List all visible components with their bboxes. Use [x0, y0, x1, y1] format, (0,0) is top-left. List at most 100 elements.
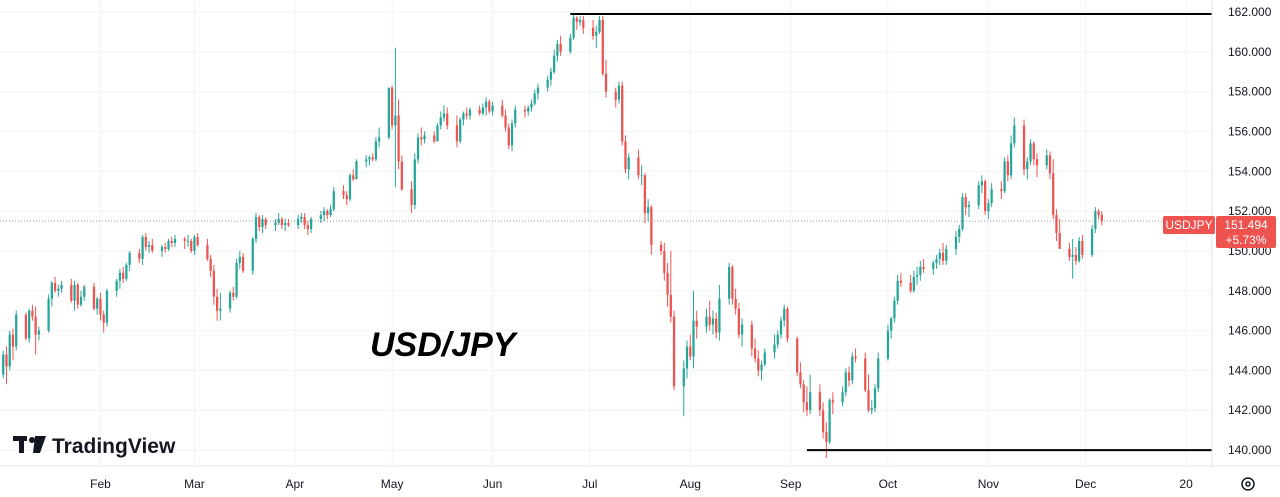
candle [105, 288, 109, 327]
candle [796, 336, 799, 377]
candle-body [1058, 233, 1061, 249]
candle [319, 211, 322, 224]
candle-body [122, 272, 125, 279]
candle [1026, 157, 1029, 180]
candle [118, 268, 122, 289]
candle [125, 262, 128, 281]
settings-gear-icon[interactable] [1241, 477, 1255, 491]
candle-body [355, 161, 358, 180]
candle [728, 262, 731, 305]
candle-body [352, 175, 355, 180]
candle-body [488, 101, 491, 112]
candle-body [83, 286, 86, 297]
candle-body [854, 356, 857, 359]
candle [533, 89, 536, 106]
candle-body [977, 185, 980, 206]
candle-body [818, 392, 822, 411]
candle-body [170, 240, 173, 243]
candle-body [899, 280, 903, 283]
candle-body [750, 324, 753, 349]
candle-body [50, 282, 53, 299]
symbol-tag[interactable]: USDJPY [1163, 216, 1215, 234]
candle [984, 179, 987, 216]
x-tick-label: Mar [184, 477, 205, 491]
candle-body [1052, 173, 1055, 216]
candle-body [484, 101, 488, 108]
candle [102, 310, 105, 333]
candle [345, 191, 348, 206]
candle [387, 87, 391, 140]
candle-body [410, 189, 413, 206]
candle-body [1003, 161, 1006, 192]
tradingview-logo-icon [13, 436, 46, 453]
candle [212, 264, 216, 305]
candle-body [1000, 189, 1003, 192]
candle-body [1013, 125, 1016, 144]
candle-body [572, 17, 575, 38]
candle [462, 111, 465, 126]
candle [530, 99, 533, 112]
candle [1081, 234, 1084, 259]
candle-body [397, 115, 400, 162]
candle-body [212, 270, 216, 297]
candle-body [809, 392, 812, 411]
candle-body [11, 334, 15, 347]
candle-body [877, 358, 880, 389]
candle [365, 155, 368, 168]
candle-body [763, 352, 766, 365]
candle [773, 334, 776, 359]
candle [802, 380, 805, 413]
candle [685, 340, 689, 379]
candle-body [776, 334, 779, 345]
candle [1032, 141, 1035, 166]
candle-body [105, 290, 109, 323]
tradingview-logo[interactable]: TradingView [13, 435, 176, 458]
candle [254, 213, 258, 243]
candle [196, 233, 199, 247]
y-tick-label: 152.000 [1228, 204, 1272, 218]
candle-body [209, 258, 212, 271]
candle [575, 15, 578, 30]
candle [57, 284, 60, 297]
candle-body [1048, 155, 1052, 174]
candle-body [938, 252, 941, 259]
candle-body [491, 105, 494, 112]
candle-body [433, 135, 436, 142]
candle-body [1006, 161, 1009, 176]
candle [715, 312, 718, 339]
candle-body [1055, 215, 1058, 233]
candle [2, 350, 5, 379]
candle-body [219, 308, 222, 311]
candle [799, 362, 802, 389]
candle-body [614, 91, 617, 100]
candle [374, 137, 378, 162]
candle-body [578, 19, 582, 22]
candle [890, 316, 893, 339]
candle-body [533, 93, 536, 104]
time-axis[interactable]: Feb Mar Apr May Jun Jul Aug Sep Oct Nov Dec 20 [90, 477, 1193, 491]
candle [705, 308, 708, 333]
x-tick-label: Oct [879, 477, 898, 491]
candle [666, 262, 669, 307]
candle [938, 248, 941, 265]
candle [737, 302, 741, 339]
candle-body [964, 197, 967, 208]
candle-body [76, 284, 79, 305]
candle-body [672, 316, 676, 387]
candle-body [303, 217, 306, 226]
candle [99, 292, 102, 321]
candle [504, 109, 507, 132]
candle-body [24, 314, 28, 339]
candle-body [99, 298, 102, 315]
candle-body [167, 240, 170, 249]
candle [442, 105, 446, 122]
candle-body [919, 266, 922, 275]
candle-body [779, 320, 783, 335]
y-tick-label: 148.000 [1228, 284, 1272, 298]
candle [73, 280, 76, 311]
candle [909, 274, 912, 293]
symbol-tag-label: USDJPY [1165, 218, 1212, 232]
candle [659, 240, 663, 255]
candle-body [501, 105, 504, 116]
candle [390, 85, 394, 130]
